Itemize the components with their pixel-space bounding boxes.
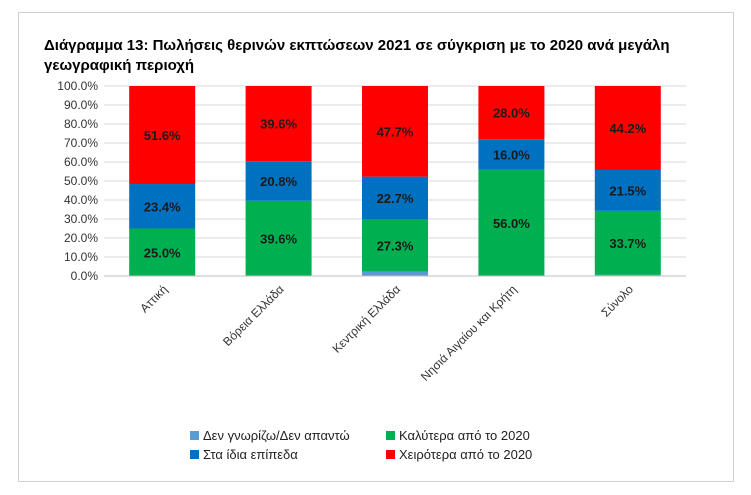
chart-legend: Δεν γνωρίζω/Δεν απαντώ Καλύτερα από το 2… xyxy=(190,428,610,462)
legend-item-better: Καλύτερα από το 2020 xyxy=(386,428,586,443)
data-label: 47.7% xyxy=(377,124,414,139)
bar-segment xyxy=(478,86,545,140)
legend-label-worse: Χειρότερα από το 2020 xyxy=(399,447,533,462)
y-tick-label: 100.0% xyxy=(57,79,98,93)
data-label: 33.7% xyxy=(609,236,646,251)
legend-item-dont-know: Δεν γνωρίζω/Δεν απαντώ xyxy=(190,428,380,443)
x-tick-label: Βόρεια Ελλάδα xyxy=(220,282,287,349)
y-tick-label: 80.0% xyxy=(64,117,98,131)
y-tick-label: 20.0% xyxy=(64,231,98,245)
bar-segment xyxy=(594,210,661,275)
y-tick-label: 90.0% xyxy=(64,98,98,112)
legend-swatch-same xyxy=(190,450,199,459)
y-tick-label: 70.0% xyxy=(64,136,98,150)
bar-segment xyxy=(362,86,428,177)
data-label: 21.5% xyxy=(609,183,646,198)
y-tick-label: 40.0% xyxy=(64,193,98,207)
bar-segment xyxy=(594,274,661,276)
data-label: 20.8% xyxy=(260,174,297,189)
data-label: 51.6% xyxy=(144,128,181,143)
data-label: 56.0% xyxy=(493,216,530,231)
data-label: 28.0% xyxy=(493,106,530,121)
chart-title: Διάγραμμα 13: Πωλήσεις θερινών εκπτώσεων… xyxy=(44,37,670,74)
bar-segment xyxy=(245,161,312,201)
y-tick-label: 30.0% xyxy=(64,212,98,226)
y-tick-label: 50.0% xyxy=(64,174,98,188)
legend-swatch-dont-know xyxy=(190,431,199,440)
data-label: 44.2% xyxy=(609,121,646,136)
x-tick-label: Κεντρική Ελλάδα xyxy=(330,282,404,356)
y-tick-label: 0.0% xyxy=(71,269,99,283)
x-tick-label: Αττική xyxy=(137,282,170,315)
bar-segment xyxy=(594,169,661,211)
x-tick-label: Σύνολο xyxy=(598,282,636,320)
bar-segment xyxy=(594,86,661,170)
bar-segment xyxy=(362,219,428,272)
bar-segment xyxy=(129,228,196,276)
bar-segment xyxy=(478,139,545,170)
x-tick-label: Νησιά Αιγαίου και Κρήτη xyxy=(418,282,520,384)
legend-label-same: Στα ίδια επίπεδα xyxy=(203,447,298,462)
data-label: 39.6% xyxy=(260,117,297,132)
bar-segment xyxy=(245,86,312,162)
y-tick-label: 60.0% xyxy=(64,155,98,169)
legend-swatch-better xyxy=(386,431,395,440)
y-tick-label: 10.0% xyxy=(64,250,98,264)
legend-label-better: Καλύτερα από το 2020 xyxy=(399,428,530,443)
legend-swatch-worse xyxy=(386,450,395,459)
legend-item-same: Στα ίδια επίπεδα xyxy=(190,447,380,462)
data-label: 27.3% xyxy=(377,239,414,254)
bar-segment xyxy=(362,176,428,220)
bar-segment xyxy=(129,86,196,185)
bar-segment xyxy=(362,271,428,276)
legend-label-dont-know: Δεν γνωρίζω/Δεν απαντώ xyxy=(203,428,350,443)
data-label: 39.6% xyxy=(260,231,297,246)
data-label: 23.4% xyxy=(144,199,181,214)
bar-segment xyxy=(245,200,312,276)
bar-segment xyxy=(129,184,196,229)
bar-segment xyxy=(478,169,545,276)
data-label: 22.7% xyxy=(377,191,414,206)
data-label: 25.0% xyxy=(144,245,181,260)
data-label: 16.0% xyxy=(493,147,530,162)
legend-item-worse: Χειρότερα από το 2020 xyxy=(386,447,586,462)
